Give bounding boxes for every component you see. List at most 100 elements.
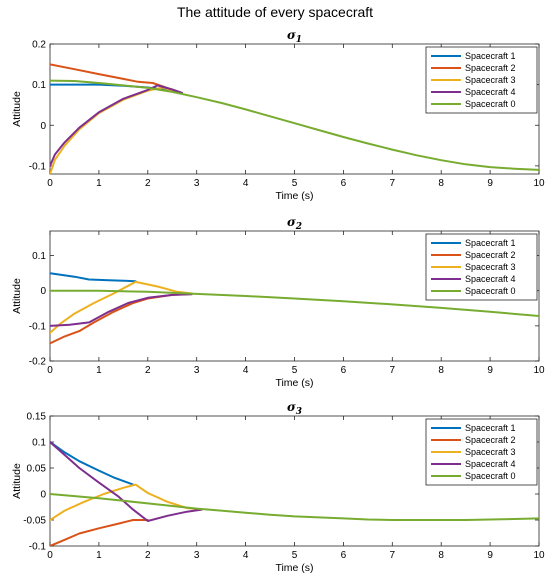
x-tick-label: 5	[292, 365, 298, 376]
legend-entry: Spacecraft 1	[465, 238, 516, 248]
legend-entry: Spacecraft 2	[465, 63, 516, 73]
x-tick-label: 5	[292, 178, 298, 189]
y-axis-label: Attitude	[11, 278, 23, 314]
series-line-spacecraft-0	[50, 289, 539, 317]
x-tick-label: 9	[487, 550, 493, 561]
x-tick-label: 8	[438, 365, 444, 376]
y-tick-label: 0.1	[32, 438, 46, 449]
series-line-spacecraft-0	[50, 493, 539, 521]
x-tick-label: 8	[438, 178, 444, 189]
x-tick-label: 9	[487, 178, 493, 189]
figure-title: The attitude of every spacecraft	[176, 4, 374, 20]
x-tick-label: 9	[487, 365, 493, 376]
x-tick-label: 10	[533, 178, 545, 189]
x-tick-label: 6	[341, 365, 347, 376]
x-tick-label: 5	[292, 550, 298, 561]
y-tick-label: 0.1	[32, 251, 46, 262]
x-tick-label: 0	[47, 365, 53, 376]
legend-entry: Spacecraft 2	[465, 435, 516, 445]
legend-entry: Spacecraft 4	[465, 274, 516, 284]
x-tick-label: 2	[145, 365, 151, 376]
x-tick-label: 4	[243, 178, 249, 189]
subplot-title-sub: 3	[296, 407, 302, 417]
x-tick-label: 10	[533, 550, 545, 561]
subplot-title: σ3	[287, 400, 302, 417]
legend-entry: Spacecraft 3	[465, 75, 516, 85]
legend: Spacecraft 1 Spacecraft 2 Spacecraft 3 Spac…	[425, 418, 538, 486]
series-line-spacecraft-0	[50, 79, 539, 171]
legend: Spacecraft 1 Spacecraft 2 Spacecraft 3 Spac…	[425, 233, 538, 301]
y-tick-label: 0	[40, 286, 46, 297]
x-axis-label: Time (s)	[275, 562, 313, 574]
x-axis-label: Time (s)	[275, 377, 313, 389]
x-tick-label: 7	[390, 550, 396, 561]
x-tick-label: 6	[341, 178, 347, 189]
y-axis-label: Attitude	[11, 91, 23, 127]
y-tick-label: -0.1	[29, 161, 47, 172]
x-tick-label: 8	[438, 550, 444, 561]
y-tick-label: 0.05	[27, 464, 47, 475]
x-tick-label: 3	[194, 365, 200, 376]
y-tick-label: -0.1	[29, 542, 47, 553]
x-axis-label: Time (s)	[275, 190, 313, 202]
x-tick-label: 10	[533, 365, 545, 376]
x-tick-label: 0	[47, 178, 53, 189]
y-axis-label: Attitude	[11, 463, 23, 499]
legend: Spacecraft 1 Spacecraft 2 Spacecraft 3 Spac…	[425, 46, 538, 114]
y-tick-label: 0	[40, 121, 46, 132]
legend-box	[425, 46, 538, 114]
x-tick-label: 3	[194, 550, 200, 561]
legend-entry: Spacecraft 1	[465, 51, 516, 61]
x-tick-label: 1	[96, 178, 102, 189]
y-tick-label: 0	[40, 490, 46, 501]
y-tick-label: -0.05	[23, 516, 46, 527]
series-line-spacecraft-1	[50, 272, 137, 283]
subplot-3: σ30 1 2 3 4 5 6 7 8 9 10-0.1-0.0500.050.10.15Time …	[11, 400, 545, 574]
series-line-spacecraft-1	[50, 441, 135, 486]
subplot-title-main: σ	[287, 215, 296, 229]
subplot-title: σ1	[287, 28, 302, 45]
legend-entry: Spacecraft 0	[465, 286, 516, 296]
subplot-title-sub: 1	[296, 35, 302, 45]
x-tick-label: 2	[145, 550, 151, 561]
x-tick-label: 1	[96, 365, 102, 376]
legend-entry: Spacecraft 3	[465, 447, 516, 457]
y-tick-label: -0.1	[29, 321, 47, 332]
y-tick-label: -0.2	[29, 357, 47, 368]
series-line-spacecraft-3	[50, 280, 193, 334]
x-tick-label: 4	[243, 365, 249, 376]
series-line-spacecraft-4	[50, 84, 183, 167]
legend-entry: Spacecraft 0	[465, 99, 516, 109]
x-tick-label: 0	[47, 550, 53, 561]
x-tick-label: 7	[390, 178, 396, 189]
y-tick-label: 0.1	[32, 80, 46, 91]
x-tick-label: 4	[243, 550, 249, 561]
legend-entry: Spacecraft 3	[465, 262, 516, 272]
x-tick-label: 1	[96, 550, 102, 561]
y-tick-label: 0.2	[32, 40, 46, 51]
y-tick-label: 0.15	[27, 412, 47, 423]
legend-entry: Spacecraft 4	[465, 87, 516, 97]
series-group	[50, 272, 539, 345]
subplot-title-main: σ	[287, 28, 296, 42]
subplot-title-main: σ	[287, 400, 296, 414]
x-tick-label: 3	[194, 178, 200, 189]
x-tick-label: 2	[145, 178, 151, 189]
x-tick-label: 7	[390, 365, 396, 376]
series-line-spacecraft-4	[50, 441, 203, 522]
x-tick-label: 6	[341, 550, 347, 561]
series-line-spacecraft-4	[50, 293, 193, 327]
series-group	[50, 63, 539, 174]
series-group	[50, 441, 539, 546]
subplot-title-sub: 2	[295, 222, 302, 232]
series-line-spacecraft-2	[50, 519, 149, 546]
subplot-title: σ2	[287, 215, 302, 232]
legend-entry: Spacecraft 4	[465, 459, 516, 469]
series-line-spacecraft-3	[50, 483, 203, 521]
legend-entry: Spacecraft 1	[465, 423, 516, 433]
legend-entry: Spacecraft 0	[465, 471, 516, 481]
legend-entry: Spacecraft 2	[465, 250, 516, 260]
